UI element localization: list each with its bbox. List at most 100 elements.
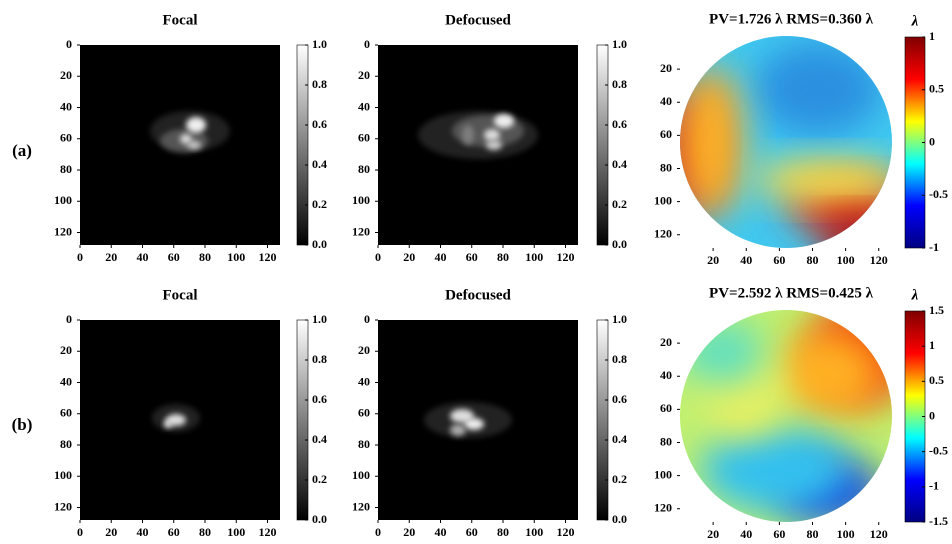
colorbar-tick-label: 0.6 xyxy=(612,117,627,131)
colorbar-tick-label: 0 xyxy=(929,134,935,148)
x-tick-label: 20 xyxy=(403,250,415,264)
colorbar-tick-label: 0.2 xyxy=(612,197,627,211)
x-tick-label: 60 xyxy=(466,250,478,264)
x-tick-label: 80 xyxy=(497,250,509,264)
y-tick-label: 20 xyxy=(60,343,72,357)
y-tick-label: 60 xyxy=(60,406,72,420)
y-tick-label: 0 xyxy=(364,37,370,51)
x-tick-label: 20 xyxy=(105,525,117,539)
colorbar-tick-label: -1 xyxy=(929,479,939,493)
x-tick-label: 20 xyxy=(403,525,415,539)
x-tick-label: 100 xyxy=(227,525,245,539)
y-tick-label: 100 xyxy=(54,468,72,482)
speckle xyxy=(464,418,484,430)
y-tick-label: 120 xyxy=(352,224,370,238)
x-tick-label: 40 xyxy=(740,527,752,541)
x-tick-label: 20 xyxy=(707,527,719,541)
x-tick-label: 80 xyxy=(807,527,819,541)
y-tick-label: 0 xyxy=(364,312,370,326)
colorbar-tick-label: 0.2 xyxy=(312,472,327,486)
y-tick-label: 20 xyxy=(358,68,370,82)
colorbar-tick-label: 0.6 xyxy=(312,392,327,406)
speckle xyxy=(164,420,172,428)
y-tick-label: 120 xyxy=(352,499,370,513)
colorbar-tick-label: 0.0 xyxy=(312,237,327,251)
colorbar-tick-label: 1.0 xyxy=(312,312,327,326)
y-tick-label: 100 xyxy=(352,193,370,207)
wavefront-region xyxy=(817,216,892,248)
colorbar-tick-label: 1 xyxy=(929,29,935,43)
row-label: (a) xyxy=(12,141,32,160)
speckle xyxy=(450,424,466,436)
x-tick-label: 80 xyxy=(807,253,819,267)
y-tick-label: 120 xyxy=(654,501,672,515)
y-tick-label: 80 xyxy=(60,162,72,176)
speckle xyxy=(186,117,206,133)
colorbar-tick-label: 1.5 xyxy=(929,303,944,317)
colorbar-tick-label: 0.6 xyxy=(612,392,627,406)
y-tick-label: 100 xyxy=(54,193,72,207)
y-tick-label: 20 xyxy=(660,61,672,75)
colorbar-tick-label: 0.4 xyxy=(312,432,327,446)
x-tick-label: 0 xyxy=(77,250,83,264)
x-tick-label: 100 xyxy=(525,525,543,539)
y-tick-label: 120 xyxy=(54,224,72,238)
y-tick-label: 100 xyxy=(654,467,672,481)
y-tick-label: 0 xyxy=(66,312,72,326)
x-tick-label: 120 xyxy=(870,527,888,541)
x-tick-label: 120 xyxy=(259,250,277,264)
colorbar-tick-label: 0.4 xyxy=(612,157,627,171)
wavefront-region xyxy=(701,426,850,512)
y-tick-label: 40 xyxy=(660,368,672,382)
x-tick-label: 60 xyxy=(168,250,180,264)
colorbar-tick-label: 0.2 xyxy=(312,197,327,211)
y-tick-label: 80 xyxy=(660,160,672,174)
x-tick-label: 60 xyxy=(168,525,180,539)
y-tick-label: 80 xyxy=(660,434,672,448)
x-tick-label: 100 xyxy=(525,250,543,264)
y-tick-label: 80 xyxy=(60,437,72,451)
colorbar-tick-label: 0.2 xyxy=(612,472,627,486)
wavefront-map xyxy=(680,310,892,522)
row-label: (b) xyxy=(12,415,33,434)
x-tick-label: 20 xyxy=(105,250,117,264)
y-tick-label: 60 xyxy=(358,406,370,420)
colorbar-tick-label: 1 xyxy=(929,338,935,352)
colorbar-tick-label: -0.5 xyxy=(929,443,948,457)
speckle xyxy=(486,140,502,150)
x-tick-label: 60 xyxy=(773,527,785,541)
speckle xyxy=(187,141,201,149)
wavefront-region xyxy=(754,42,882,136)
chart-title: PV=2.592 λ RMS=0.425 λ xyxy=(709,285,874,301)
colorbar-tick-label: 0.0 xyxy=(612,237,627,251)
colorbar-tick-label: 0.0 xyxy=(312,512,327,526)
colorbar-label: λ xyxy=(911,13,919,29)
x-tick-label: 40 xyxy=(137,250,149,264)
colorbar-tick-label: 0.4 xyxy=(612,432,627,446)
colorbar-label: λ xyxy=(911,287,919,303)
colorbar-tick-label: -1 xyxy=(929,240,939,254)
x-tick-label: 100 xyxy=(227,250,245,264)
chart-title: Focal xyxy=(163,12,198,28)
x-tick-label: 0 xyxy=(375,525,381,539)
y-tick-label: 120 xyxy=(654,227,672,241)
x-tick-label: 60 xyxy=(773,253,785,267)
x-tick-label: 80 xyxy=(199,250,211,264)
wavefront-region xyxy=(680,320,765,385)
colorbar-tick-label: 0.8 xyxy=(312,352,327,366)
colorbar-tick-label: 1.0 xyxy=(612,312,627,326)
x-tick-label: 80 xyxy=(497,525,509,539)
colorbar-tick-label: -0.5 xyxy=(929,187,948,201)
x-tick-label: 40 xyxy=(435,250,447,264)
x-tick-label: 0 xyxy=(375,250,381,264)
y-tick-label: 60 xyxy=(660,401,672,415)
x-tick-label: 60 xyxy=(466,525,478,539)
y-tick-label: 40 xyxy=(60,99,72,113)
x-tick-label: 40 xyxy=(435,525,447,539)
y-tick-label: 80 xyxy=(358,437,370,451)
colorbar-tick-label: 0.8 xyxy=(612,77,627,91)
x-tick-label: 100 xyxy=(837,527,855,541)
x-tick-label: 40 xyxy=(137,525,149,539)
x-tick-label: 120 xyxy=(557,250,575,264)
